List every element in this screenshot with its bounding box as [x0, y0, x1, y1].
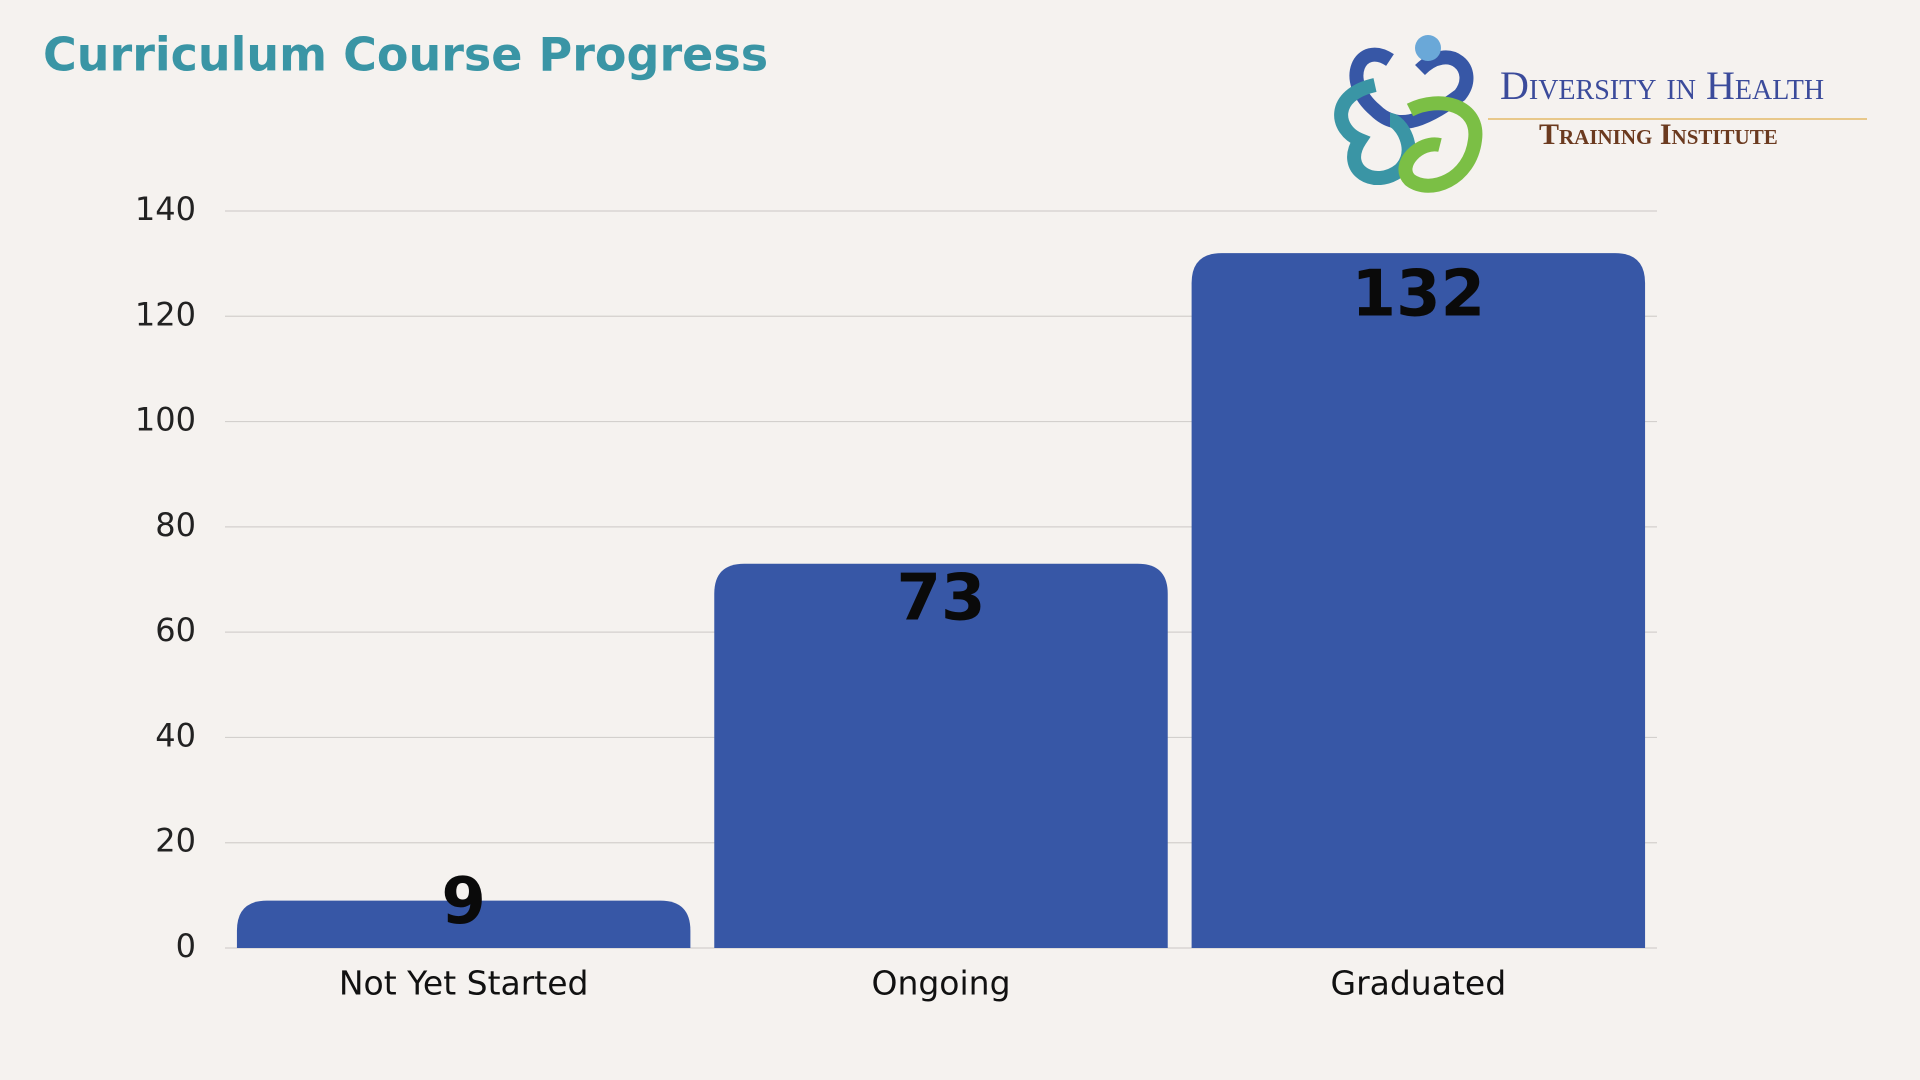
- bar: [1191, 253, 1646, 949]
- logo-shape: [1349, 47, 1474, 129]
- logo-subtitle: Training Institute: [1539, 118, 1778, 151]
- x-tick-label: Ongoing: [871, 964, 1010, 1003]
- y-tick-label: 100: [135, 401, 196, 439]
- logo-shape: [1398, 96, 1483, 193]
- value-label: 73: [896, 562, 985, 636]
- value-label: 132: [1352, 258, 1486, 332]
- value-label: 9: [441, 865, 486, 939]
- logo: Diversity in Health Training Institute: [1334, 35, 1867, 193]
- bar: [236, 900, 691, 948]
- y-tick-label: 140: [135, 190, 196, 228]
- logo-shape: [1334, 78, 1416, 186]
- chart-title: Curriculum Course Progress: [43, 28, 768, 82]
- y-tick-label: 120: [135, 295, 196, 333]
- x-tick-label: Graduated: [1331, 964, 1507, 1003]
- logo-name: Diversity in Health: [1500, 63, 1824, 108]
- bar: [714, 563, 1168, 948]
- y-tick-label: 60: [155, 611, 196, 649]
- y-tick-label: 40: [155, 716, 196, 754]
- y-tick-label: 0: [176, 927, 196, 965]
- logo-globe: [1415, 35, 1441, 61]
- y-tick-label: 80: [155, 506, 196, 544]
- y-tick-label: 20: [155, 822, 196, 860]
- x-tick-label: Not Yet Started: [339, 964, 589, 1003]
